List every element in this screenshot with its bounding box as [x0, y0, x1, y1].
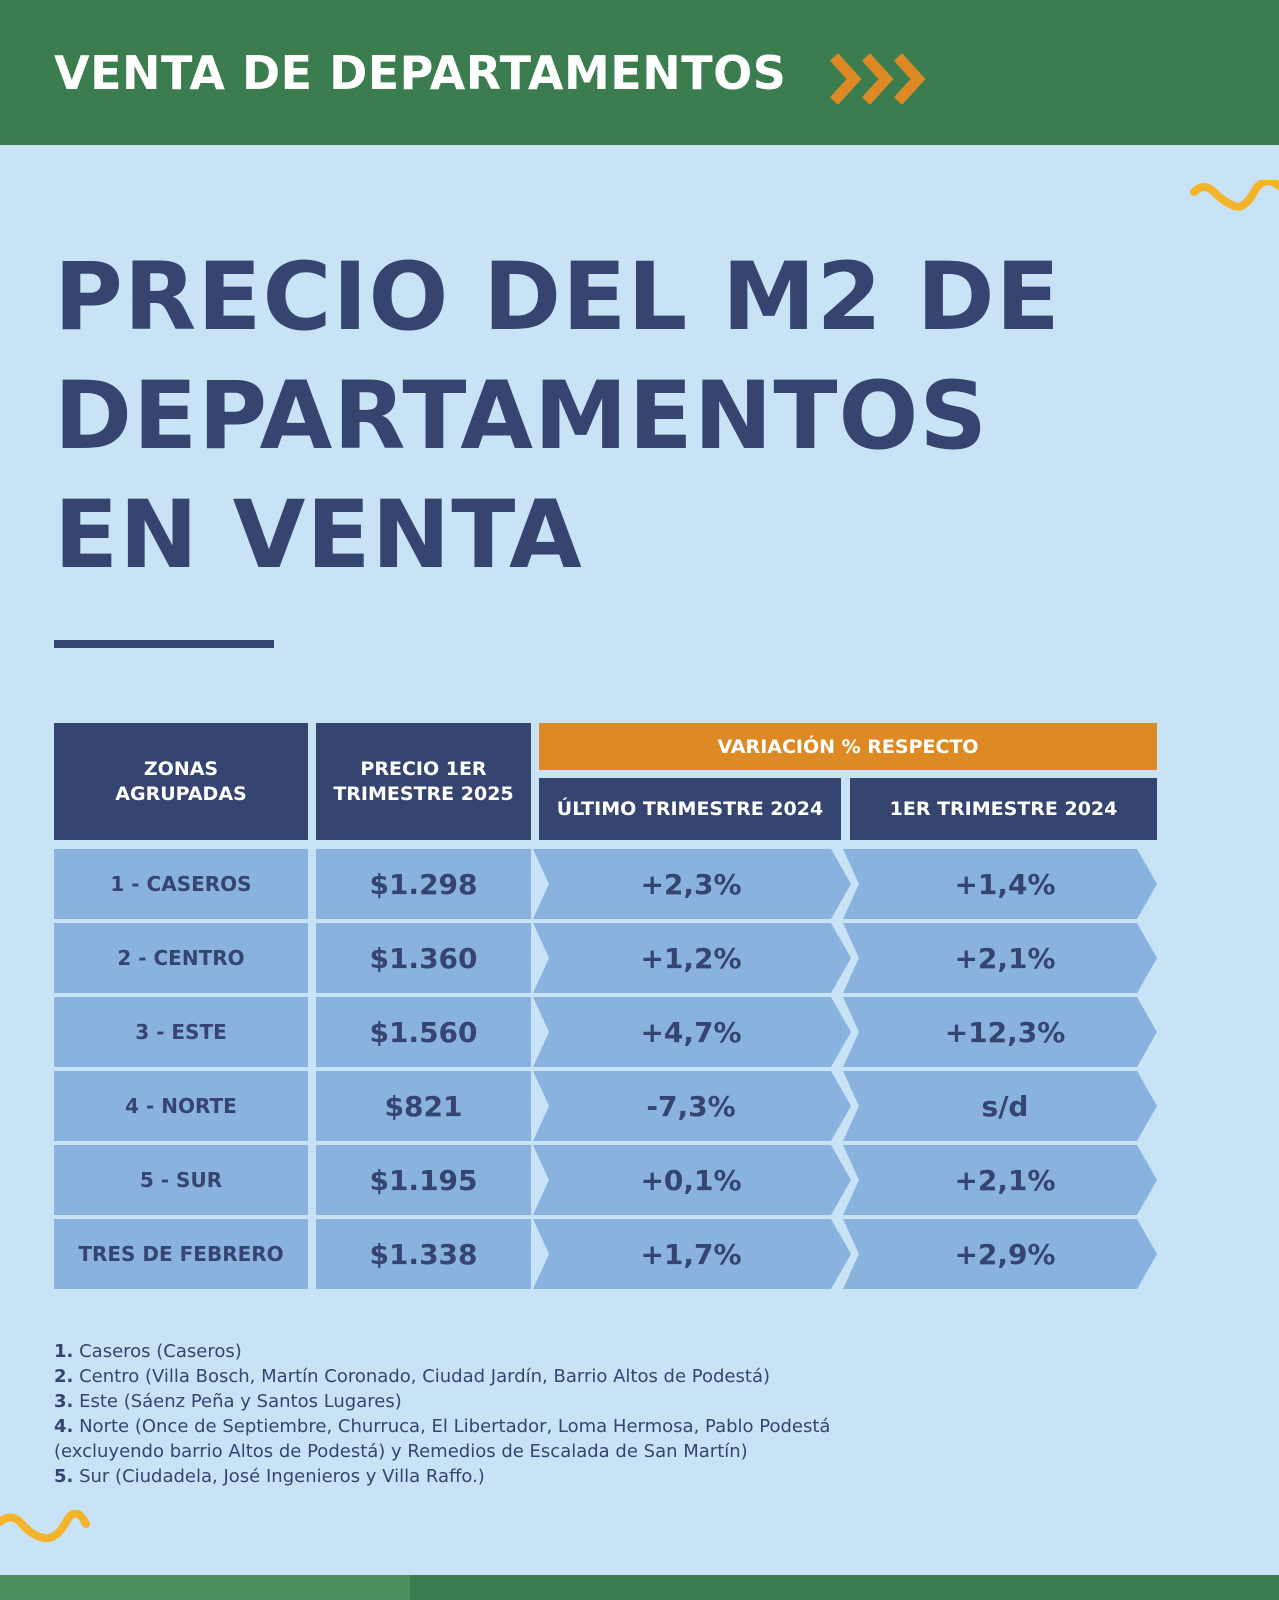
arrow-cell-background: [843, 849, 1157, 919]
title-line-2: DEPARTAMENTOS: [54, 362, 989, 471]
footnote-line: 4. Norte (Once de Septiembre, Churruca, …: [54, 1414, 1054, 1439]
table-cell-primero: +2,1%: [954, 1163, 1056, 1197]
table-cell-primero: +1,4%: [954, 867, 1056, 901]
footnote-line: (excluyendo barrio Altos de Podestá) y R…: [54, 1439, 1054, 1464]
footnote-number: 3.: [54, 1391, 74, 1412]
table-cell-ultimo: -7,3%: [646, 1089, 736, 1123]
footnote-number: 5.: [54, 1466, 74, 1487]
table-cell-precio: $1.338: [316, 1219, 531, 1289]
title-underline: [54, 640, 274, 648]
arrow-cell-background: [533, 1219, 851, 1289]
footnote-line: 2. Centro (Villa Bosch, Martín Coronado,…: [54, 1364, 1054, 1389]
footnote-text: Sur (Ciudadela, José Ingenieros y Villa …: [73, 1466, 485, 1487]
footnote-text: Este (Sáenz Peña y Santos Lugares): [73, 1391, 402, 1412]
footer-bar-right: [410, 1575, 1279, 1600]
header-zonas: ZONAS AGRUPADAS: [54, 723, 308, 840]
footer-bar-left: [0, 1575, 410, 1600]
table-cell-ultimo: +2,3%: [640, 867, 742, 901]
table-cell-primero: +2,9%: [954, 1237, 1056, 1271]
squiggle-decoration-bottom: [0, 1510, 90, 1543]
footnote-text: Caseros (Caseros): [73, 1341, 242, 1362]
header-title: VENTA DE DEPARTAMENTOS: [54, 46, 787, 100]
table-cell-precio: $821: [316, 1071, 531, 1141]
arrow-cell-background: [843, 1145, 1157, 1215]
footnote-line: 1. Caseros (Caseros): [54, 1339, 1054, 1364]
triple-chevron-icon: [830, 53, 926, 105]
table-cell-zona: 1 - CASEROS: [54, 849, 308, 919]
table-cell-zona: 4 - NORTE: [54, 1071, 308, 1141]
table-cell-ultimo: +0,1%: [640, 1163, 742, 1197]
table-cell-precio: $1.360: [316, 923, 531, 993]
footnote-text: Norte (Once de Septiembre, Churruca, El …: [73, 1416, 831, 1437]
table-cell-ultimo: +1,2%: [640, 941, 742, 975]
header-variacion: VARIACIÓN % RESPECTO: [539, 723, 1157, 770]
footnote-line: 3. Este (Sáenz Peña y Santos Lugares): [54, 1389, 1054, 1414]
page-title: PRECIO DEL M2 DE DEPARTAMENTOS EN VENTA: [54, 238, 1254, 595]
arrow-cell-background: [843, 1071, 1157, 1141]
table-cell-zona: 5 - SUR: [54, 1145, 308, 1215]
footnote-number: 4.: [54, 1416, 74, 1437]
title-line-1: PRECIO DEL M2 DE: [54, 243, 1061, 352]
arrow-cell-background: [533, 849, 851, 919]
arrow-cell-background: [533, 997, 851, 1067]
table-cell-ultimo: +1,7%: [640, 1237, 742, 1271]
footnote-number: 2.: [54, 1366, 74, 1387]
footnotes: 1. Caseros (Caseros) 2. Centro (Villa Bos…: [54, 1339, 1054, 1489]
footnote-text: Centro (Villa Bosch, Martín Coronado, Ci…: [73, 1366, 770, 1387]
table-cell-ultimo: +4,7%: [640, 1015, 742, 1049]
title-line-3: EN VENTA: [54, 481, 583, 590]
table-cell-primero: s/d: [981, 1089, 1029, 1123]
header-primer-trimestre: 1ER TRIMESTRE 2024: [850, 778, 1157, 840]
footnote-number: 1.: [54, 1341, 74, 1362]
table-cell-precio: $1.560: [316, 997, 531, 1067]
arrow-cell-background: [843, 1219, 1157, 1289]
table-cell-precio: $1.298: [316, 849, 531, 919]
table-cell-zona: 3 - ESTE: [54, 997, 308, 1067]
table-cell-precio: $1.195: [316, 1145, 531, 1215]
arrow-cell-background: [533, 1071, 851, 1141]
arrow-cell-background: [533, 923, 851, 993]
table-cell-zona: TRES DE FEBRERO: [54, 1219, 308, 1289]
table-cell-primero: +12,3%: [944, 1015, 1066, 1049]
arrow-cell-background: [843, 997, 1157, 1067]
header-precio: PRECIO 1ER TRIMESTRE 2025: [316, 723, 531, 840]
header-bar: VENTA DE DEPARTAMENTOS: [0, 0, 1279, 145]
footnote-text: (excluyendo barrio Altos de Podestá) y R…: [54, 1441, 748, 1462]
arrow-cell-background: [843, 923, 1157, 993]
table-cell-primero: +2,1%: [954, 941, 1056, 975]
table-cell-zona: 2 - CENTRO: [54, 923, 308, 993]
header-ultimo-trimestre: ÚLTIMO TRIMESTRE 2024: [539, 778, 841, 840]
squiggle-decoration-top: [1190, 180, 1279, 211]
arrow-cell-background: [533, 1145, 851, 1215]
footnote-line: 5. Sur (Ciudadela, José Ingenieros y Vil…: [54, 1464, 1054, 1489]
